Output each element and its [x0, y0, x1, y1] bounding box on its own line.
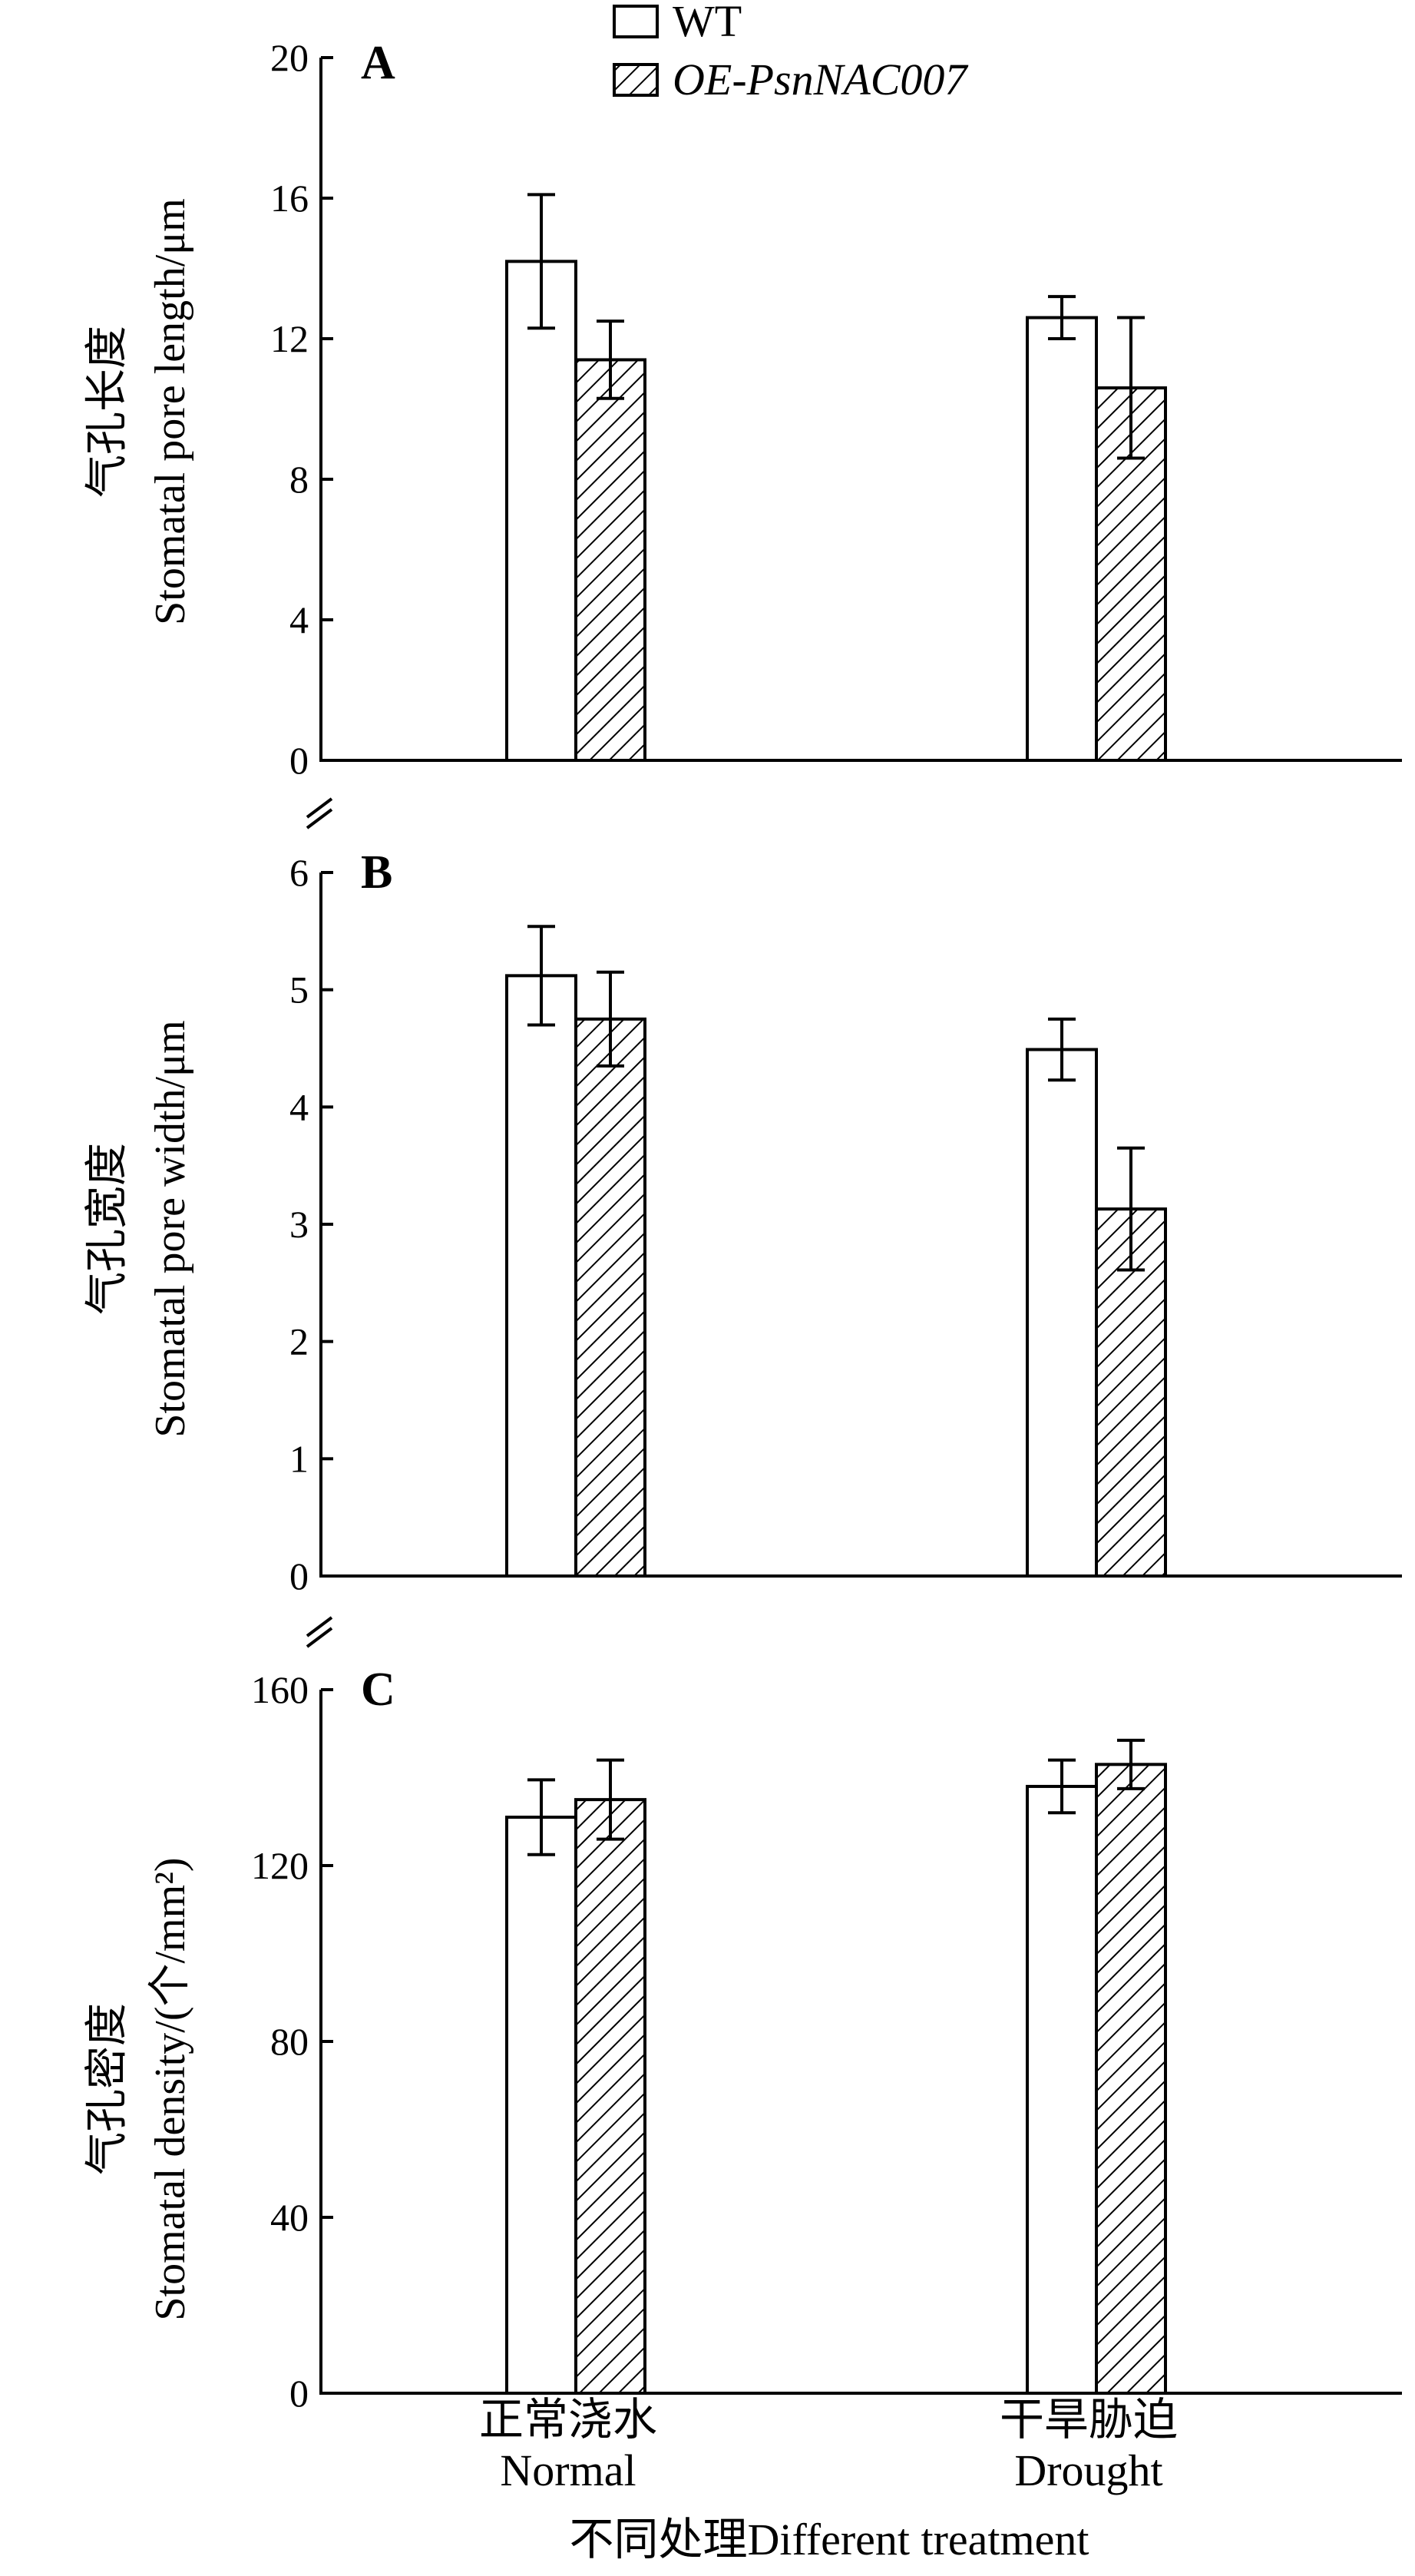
panel-a-y-tick-label: 20 [270, 36, 309, 79]
panel-c-errorbar-oe-drought [1117, 1738, 1145, 1790]
x-axis-title: 不同处理Different treatment [570, 2515, 1089, 2564]
panel-c-errorbar-oe-normal [597, 1758, 624, 1841]
panel-b-errorbar-wt-normal [527, 925, 555, 1027]
panel-c-errorbar-wt-drought [1048, 1758, 1076, 1815]
x-category-cn-drought: 干旱胁迫 [1000, 2395, 1178, 2445]
panel-c-errorbar-wt-normal [527, 1778, 555, 1856]
panel-c-ylabel-cn: 气孔密度 [84, 2003, 131, 2175]
panel-a-y-tick-label: 4 [289, 598, 309, 641]
panel-c-bar-oe-drought [1095, 1763, 1167, 2395]
panel-b-bar-wt-normal [505, 974, 577, 1578]
panel-a-y-tick-label: 0 [289, 739, 309, 782]
x-category-cn-normal: 正常浇水 [479, 2395, 657, 2445]
panel-c-y-tick-label: 80 [270, 2020, 309, 2063]
panel-a-y-tick-label: 16 [270, 177, 309, 220]
x-category-en-drought: Drought [1014, 2445, 1162, 2495]
panel-c-y-tick-label: 40 [270, 2196, 309, 2239]
panel-a-errorbar-oe-drought [1117, 316, 1145, 460]
panel-a: A 气孔长度 Stomatal pore length/μm 0 4 8 12 16 20 [84, 36, 1402, 782]
panel-a-bar-oe-normal [574, 358, 646, 762]
panel-c-ylabel-en: Stomatal density/(个/mm²) [147, 1857, 194, 2320]
panel-b-y-tick-label: 5 [289, 968, 309, 1012]
axis-break-1 [306, 794, 336, 829]
panel-a-y-tick-label: 12 [270, 317, 309, 360]
panel-a-bar-wt-drought [1026, 316, 1098, 762]
panel-a-label: A [361, 37, 395, 89]
panel-a-errorbar-oe-normal [597, 320, 624, 400]
panel-a-errorbar-wt-drought [1048, 295, 1076, 340]
panel-c: C 气孔密度 Stomatal density/(个/mm²) 0 40 80 120… [84, 1664, 1402, 2415]
panel-c-bar-wt-drought [1026, 1784, 1098, 2395]
panel-c-bar-oe-normal [574, 1798, 646, 2395]
panel-b-y-tick-label: 6 [289, 851, 309, 894]
legend-swatch-wt [613, 5, 659, 38]
x-category-en-normal: Normal [500, 2445, 636, 2495]
legend-swatch-oe [613, 63, 659, 97]
panel-b-errorbar-wt-drought [1048, 1017, 1076, 1082]
panel-c-y-tick-label: 120 [251, 1844, 309, 1887]
panel-b-errorbar-oe-drought [1117, 1146, 1145, 1272]
legend-label-wt: WT [673, 0, 742, 46]
panel-b-ylabel-en: Stomatal pore width/μm [147, 1020, 194, 1437]
panel-a-bar-wt-normal [505, 260, 577, 763]
panel-b-ylabel-cn: 气孔宽度 [84, 1143, 131, 1315]
panel-b-label: B [361, 846, 392, 899]
panel-a-errorbar-wt-normal [527, 193, 555, 330]
panel-b-y-tick-label: 1 [289, 1437, 309, 1480]
panel-b-bar-wt-drought [1026, 1048, 1098, 1578]
panel-b-bar-oe-normal [574, 1017, 646, 1578]
panel-a-ylabel-cn: 气孔长度 [84, 326, 131, 498]
panel-b-errorbar-oe-normal [597, 970, 624, 1068]
panel-c-bar-wt-normal [505, 1816, 577, 2395]
panel-b-y-tick-label: 3 [289, 1203, 309, 1246]
panel-a-ylabel-en: Stomatal pore length/μm [147, 198, 194, 625]
panel-b: B 气孔宽度 Stomatal pore width/μm 0 1 2 3 4 5 6 [84, 846, 1402, 1598]
panel-b-y-tick-label: 4 [289, 1085, 309, 1128]
axis-break-2 [306, 1613, 336, 1648]
legend-label-oe: OE-PsnNAC007 [673, 55, 968, 104]
panel-b-y-tick-label: 0 [289, 1555, 309, 1598]
panel-c-y-tick-label: 0 [289, 2372, 309, 2415]
panel-a-y-tick-label: 8 [289, 458, 309, 501]
legend: WT OE-PsnNAC007 [613, 0, 968, 104]
panel-c-label: C [361, 1664, 395, 1716]
panel-b-y-tick-label: 2 [289, 1320, 309, 1363]
panel-c-y-tick-label: 160 [251, 1668, 309, 1711]
